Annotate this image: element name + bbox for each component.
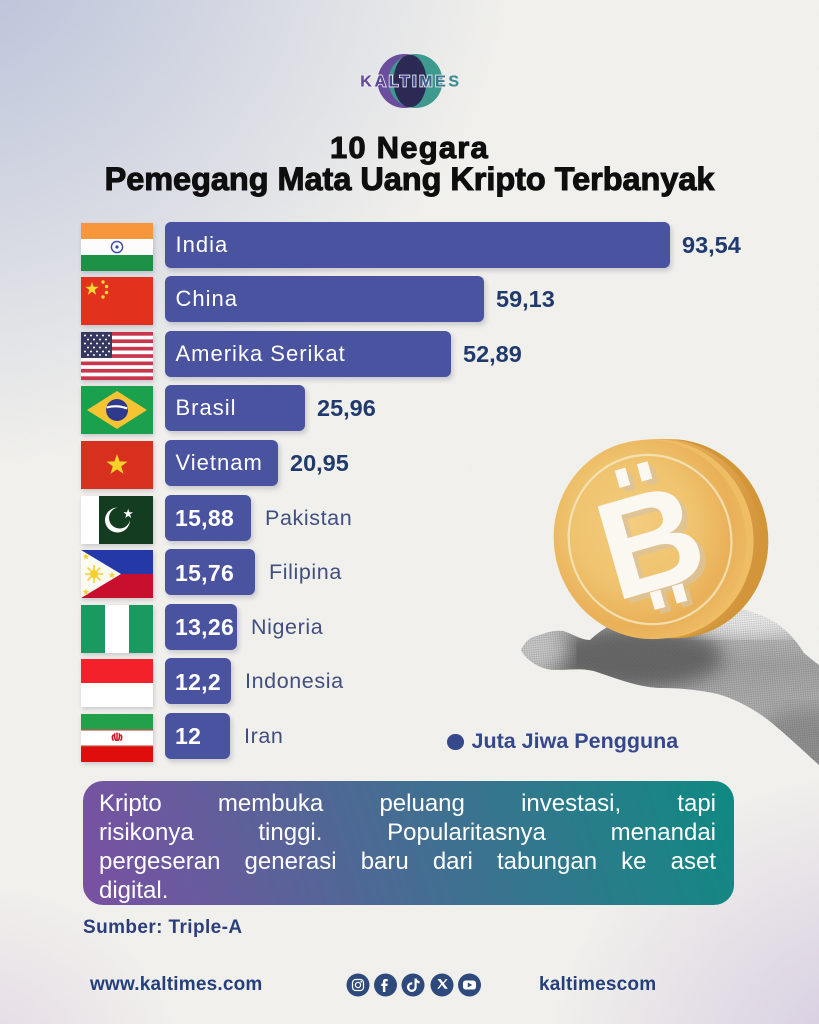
svg-text:KALTIMES: KALTIMES: [360, 74, 461, 91]
svg-text:KALTIMES: KALTIMES: [360, 74, 461, 91]
